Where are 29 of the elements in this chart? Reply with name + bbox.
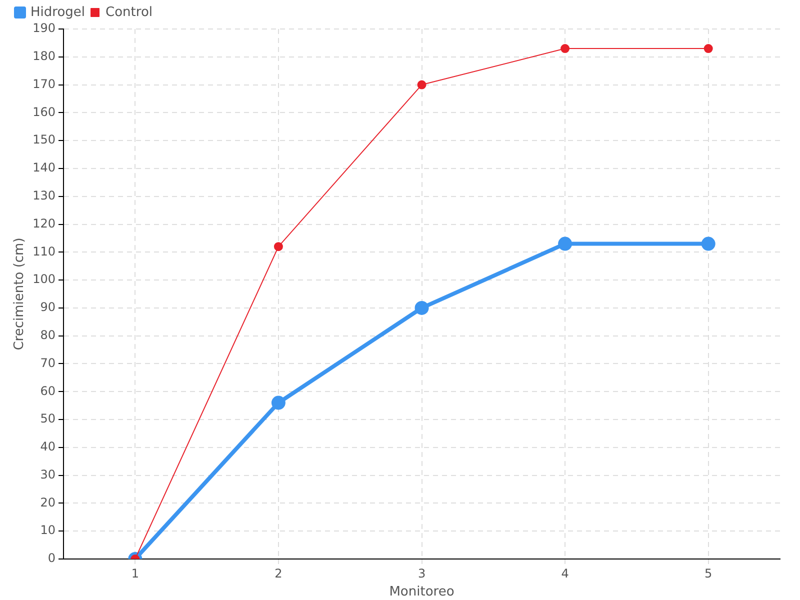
y-tick-label: 90: [40, 300, 56, 314]
y-tick-label: 20: [40, 495, 56, 510]
y-tick-label: 140: [32, 160, 56, 175]
y-tick-label: 40: [40, 440, 56, 454]
y-tick-label: 100: [32, 272, 56, 286]
y-tick-label: 190: [32, 21, 56, 36]
y-axis-title: Crecimiento (cm): [12, 238, 28, 350]
x-tick-label: 5: [704, 566, 712, 580]
y-tick-label: 60: [40, 384, 56, 398]
legend-label: Hidrogel: [30, 4, 86, 20]
y-tick-label: 150: [32, 132, 56, 147]
y-tick-label: 70: [40, 356, 56, 370]
y-tick-label: 50: [40, 412, 56, 426]
y-tick-label: 170: [32, 76, 56, 91]
x-axis-title: Monitoreo: [389, 584, 454, 600]
x-tick-label: 2: [274, 566, 282, 580]
y-tick-label: 110: [32, 244, 56, 258]
x-tick-label: 4: [561, 566, 569, 580]
y-tick-label: 0: [48, 551, 56, 566]
y-tick-label: 180: [32, 49, 56, 64]
y-tick-label: 80: [40, 328, 56, 342]
legend-label: Control: [106, 4, 153, 20]
y-tick-label: 120: [32, 216, 56, 230]
y-tick-label: 10: [40, 523, 56, 538]
x-tick-label: 3: [418, 566, 426, 580]
y-tick-label: 30: [40, 467, 56, 482]
x-tick-label: 1: [131, 566, 139, 580]
y-tick-label: 160: [32, 104, 56, 119]
y-tick-label: 130: [32, 188, 56, 202]
